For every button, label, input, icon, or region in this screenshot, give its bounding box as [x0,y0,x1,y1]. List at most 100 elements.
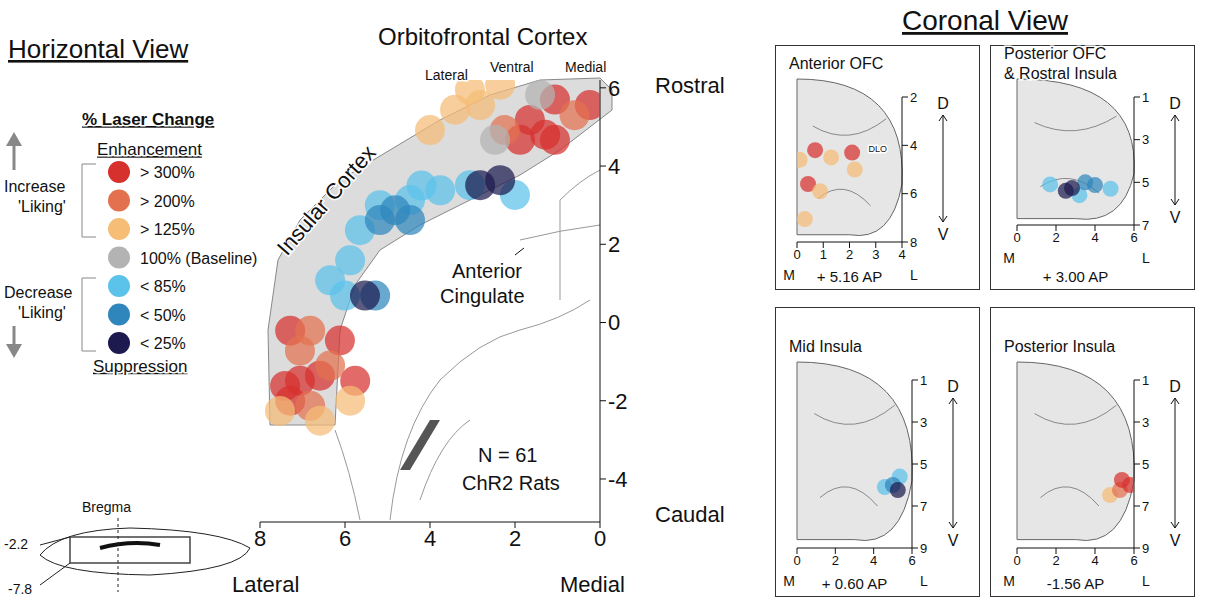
svg-text:7: 7 [1142,218,1149,233]
svg-text:4: 4 [910,138,917,153]
svg-text:+ 0.60 AP: + 0.60 AP [822,575,887,592]
svg-text:M: M [783,267,795,283]
svg-text:9: 9 [920,541,927,556]
svg-text:7: 7 [1142,499,1149,514]
svg-text:4: 4 [424,526,436,551]
svg-text:L: L [1142,573,1150,589]
svg-text:2: 2 [1052,553,1059,568]
svg-text:100% (Baseline): 100% (Baseline) [140,250,257,267]
svg-text:V: V [1170,532,1181,549]
svg-text:6: 6 [1130,553,1137,568]
svg-text:ChR2 Rats: ChR2 Rats [462,472,560,494]
svg-text:0: 0 [793,247,800,262]
svg-text:2: 2 [509,526,521,551]
svg-text:D: D [1169,378,1181,395]
svg-text:-7.8: -7.8 [8,581,32,597]
svg-text:Mid Insula: Mid Insula [789,338,862,355]
svg-text:0: 0 [1013,230,1020,245]
svg-text:6: 6 [608,76,620,101]
svg-text:2: 2 [910,90,917,105]
svg-text:4: 4 [1091,553,1098,568]
svg-text:Rostral: Rostral [655,73,725,98]
svg-text:< 50%: < 50% [140,307,186,324]
svg-text:> 300%: > 300% [140,164,195,181]
svg-text:Enhancement: Enhancement [97,140,202,159]
svg-text:3: 3 [1142,415,1149,430]
svg-text:8: 8 [910,235,917,250]
svg-text:D: D [937,95,949,112]
svg-text:Medial: Medial [560,572,625,597]
svg-text:& Rostral Insula: & Rostral Insula [1004,65,1117,82]
svg-text:7: 7 [920,499,927,514]
svg-text:V: V [938,226,949,243]
svg-text:Lateral: Lateral [425,67,468,83]
svg-text:4: 4 [1091,230,1098,245]
svg-text:Insular Cortex: Insular Cortex [272,140,381,260]
svg-text:Horizontal View: Horizontal View [8,34,188,64]
svg-text:2: 2 [846,247,853,262]
svg-text:Decrease: Decrease [4,284,73,301]
svg-text:0: 0 [608,310,620,335]
svg-text:1: 1 [920,373,927,388]
svg-text:V: V [948,532,959,549]
svg-text:% Laser Change: % Laser Change [82,110,214,129]
svg-text:Posterior Insula: Posterior Insula [1004,338,1115,355]
svg-text:Anterior: Anterior [452,260,522,282]
svg-text:L: L [1142,250,1150,266]
svg-text:6: 6 [339,526,351,551]
svg-text:2: 2 [832,553,839,568]
svg-text:D: D [1169,95,1181,112]
svg-text:Anterior OFC: Anterior OFC [789,55,883,72]
svg-text:M: M [783,573,795,589]
svg-text:> 200%: > 200% [140,193,195,210]
svg-text:Cingulate: Cingulate [440,285,525,307]
svg-text:N = 61: N = 61 [478,444,537,466]
svg-text:> 125%: > 125% [140,221,195,238]
svg-text:Ventral: Ventral [490,59,534,75]
svg-text:3: 3 [1142,132,1149,147]
svg-text:0: 0 [793,553,800,568]
svg-text:-1.56 AP: -1.56 AP [1047,575,1105,592]
svg-text:< 25%: < 25% [140,335,186,352]
svg-text:3: 3 [920,415,927,430]
svg-text:+ 5.16 AP: + 5.16 AP [817,268,882,285]
svg-text:V: V [1170,209,1181,226]
svg-text:M: M [1003,250,1015,266]
svg-text:4: 4 [608,154,620,179]
svg-text:4: 4 [898,247,905,262]
svg-text:DLO: DLO [868,144,887,154]
svg-text:1: 1 [1142,373,1149,388]
svg-text:Increase: Increase [4,178,65,195]
svg-text:Bregma: Bregma [82,499,131,515]
svg-text:6: 6 [908,553,915,568]
svg-text:M: M [1003,573,1015,589]
svg-text:1: 1 [1142,90,1149,105]
svg-text:Caudal: Caudal [655,502,725,527]
svg-text:4: 4 [870,553,877,568]
svg-text:6: 6 [910,186,917,201]
svg-text:-2: -2 [608,389,628,414]
svg-text:5: 5 [1142,457,1149,472]
svg-text:Lateral: Lateral [232,572,299,597]
svg-text:Posterior OFC: Posterior OFC [1004,45,1106,62]
svg-text:'Liking': 'Liking' [18,198,66,215]
svg-text:Suppression: Suppression [93,357,188,376]
svg-text:1: 1 [820,247,827,262]
svg-text:5: 5 [920,457,927,472]
svg-text:8: 8 [254,526,266,551]
svg-text:2: 2 [1052,230,1059,245]
svg-text:0: 0 [1013,553,1020,568]
svg-text:Medial: Medial [565,59,606,75]
svg-text:< 85%: < 85% [140,278,186,295]
svg-text:D: D [947,378,959,395]
svg-text:+ 3.00 AP: + 3.00 AP [1043,268,1108,285]
svg-text:0: 0 [594,526,606,551]
svg-text:-4: -4 [608,467,628,492]
svg-text:'Liking': 'Liking' [18,304,66,321]
svg-text:Orbitofrontal Cortex: Orbitofrontal Cortex [378,23,587,50]
svg-text:5: 5 [1142,175,1149,190]
svg-text:Coronal View: Coronal View [902,5,1069,36]
svg-text:6: 6 [1130,230,1137,245]
svg-text:3: 3 [872,247,879,262]
svg-text:9: 9 [1142,541,1149,556]
